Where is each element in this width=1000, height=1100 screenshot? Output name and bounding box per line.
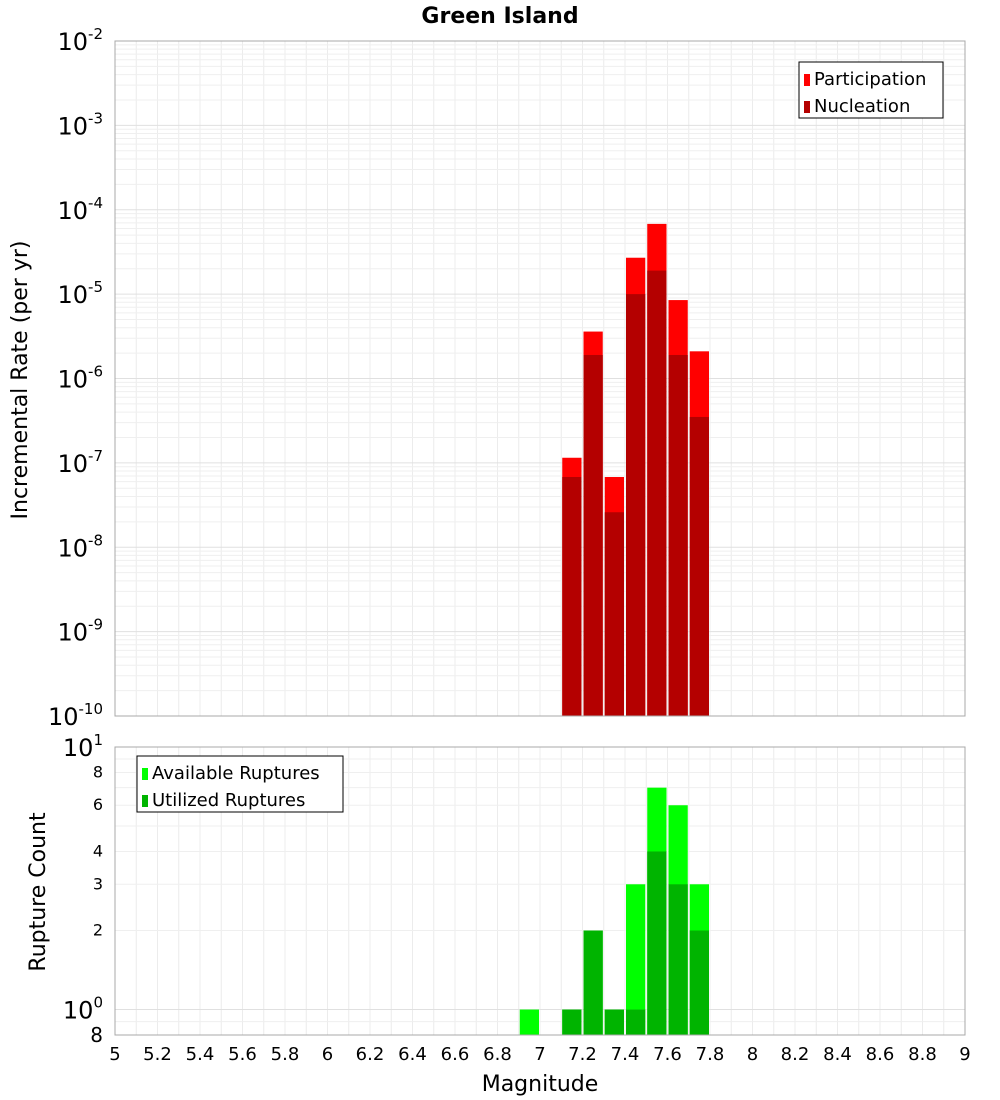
bar [519,1009,539,1035]
x-tick-label: 6.6 [441,1044,470,1065]
series-inner-bars [562,851,709,1035]
bar [583,930,603,1035]
x-tick-label: 5.4 [186,1044,215,1065]
y-tick-label: 10-4 [57,194,103,225]
plot-frame [114,40,966,717]
bar [668,884,688,1035]
x-tick-label: 5.2 [143,1044,172,1065]
bar [562,477,582,716]
legend-label: Utilized Ruptures [152,790,305,811]
bar [626,294,646,716]
x-axis-ticks: 5 5.2 5.4 5.6 5.8 6 6.2 6.4 6.6 6.8 7 7.2 7.4 7.6 7.8 8… [109,1044,970,1065]
y-tick-label: 8 [90,1023,103,1047]
x-tick-label: 7 [534,1044,545,1065]
legend-box [136,755,344,813]
legend-box [798,61,944,119]
y-tick-label: 101 [63,731,103,762]
x-tick-label: 9 [959,1044,970,1065]
legend-label: Nucleation [814,96,910,117]
x-tick-label: 6.4 [398,1044,427,1065]
y-tick-label: 10-7 [57,447,103,478]
bar [647,270,667,716]
y-tick-label: 10-5 [57,278,103,309]
chart-title: Green Island [421,4,578,29]
x-tick-label: 7.6 [653,1044,682,1065]
y-tick-label: 6 [93,795,103,814]
legend-swatch [804,101,810,113]
x-tick-label: 8.2 [781,1044,810,1065]
bar [626,1009,646,1035]
plot-frame [114,746,966,1036]
x-tick-label: 5.8 [271,1044,300,1065]
y-tick-label: 2 [93,921,103,940]
bar [604,1009,624,1035]
legend-label: Available Ruptures [152,763,320,784]
bar [689,416,709,716]
x-tick-label: 8 [747,1044,758,1065]
y-tick-label: 3 [93,874,103,893]
x-tick-label: 7.4 [611,1044,640,1065]
y-tick-label: 10-10 [48,700,103,731]
x-tick-label: 8.6 [866,1044,895,1065]
legend-swatch [142,768,148,780]
series-inner-bars [562,270,709,716]
bar [562,1009,582,1035]
rate-panel: 10-2 10-3 10-4 10-5 10-6 10-7 10-8 10-9 10-10 Par… [48,25,966,731]
bar [626,884,646,1035]
y-tick-label: 10-9 [57,616,103,647]
bar [689,930,709,1035]
y-tick-label: 10-3 [57,109,103,140]
x-tick-label: 7.8 [696,1044,725,1065]
x-tick-label: 8.4 [823,1044,852,1065]
legend: Participation Nucleation [798,61,944,119]
x-axis-title: Magnitude [482,1072,599,1097]
top-y-axis-title: Incremental Rate (per yr) [8,241,33,520]
bar [604,512,624,716]
x-tick-label: 6.2 [356,1044,385,1065]
bar [583,354,603,716]
y-tick-label: 10-2 [57,25,103,56]
legend-label: Participation [814,69,926,90]
bar [668,354,688,716]
bar [647,851,667,1035]
x-tick-label: 6 [322,1044,333,1065]
x-tick-label: 5 [109,1044,120,1065]
x-tick-label: 7.2 [568,1044,597,1065]
y-tick-label: 10-6 [57,363,103,394]
legend-swatch [804,74,810,86]
y-tick-label: 10-8 [57,531,103,562]
x-tick-label: 6.8 [483,1044,512,1065]
legend: Available Ruptures Utilized Ruptures [136,755,344,813]
legend-swatch [142,795,148,807]
x-tick-label: 8.8 [908,1044,937,1065]
y-tick-label: 8 [93,762,103,781]
x-tick-label: 5.6 [228,1044,257,1065]
y-tick-label: 100 [63,994,103,1025]
y-tick-label: 4 [93,841,103,860]
gridlines [114,40,966,717]
bottom-y-axis-title: Rupture Count [26,812,51,972]
